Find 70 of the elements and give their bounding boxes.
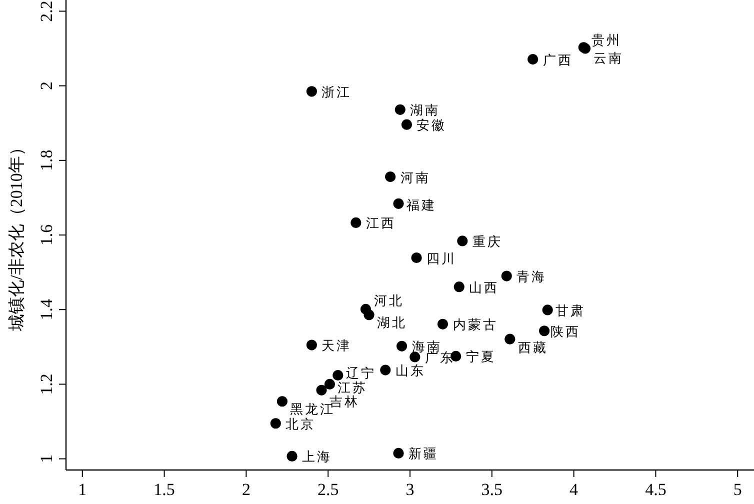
x-tick-label: 1 xyxy=(78,480,87,499)
point xyxy=(393,198,404,209)
annotation: 甘肃 xyxy=(556,302,586,318)
y-tick-label: 1.8 xyxy=(37,150,56,172)
point xyxy=(380,364,391,376)
x-tick-label: 2.5 xyxy=(317,480,339,499)
annotation: 陕西 xyxy=(550,324,580,339)
point xyxy=(454,282,464,292)
point xyxy=(437,318,448,330)
x-tick-label: 3 xyxy=(406,480,414,499)
annotation: 江西 xyxy=(366,216,396,231)
point xyxy=(396,340,408,352)
y-tick-label: 2 xyxy=(37,82,56,90)
annotation: 重庆 xyxy=(472,234,502,249)
point xyxy=(542,304,553,316)
annotation: 河北 xyxy=(374,293,404,308)
annotation: 湖北 xyxy=(377,314,408,330)
x-tick-label: 5 xyxy=(733,480,742,499)
x-tick-label: 4.5 xyxy=(645,480,666,499)
annotation: 贵州 xyxy=(592,32,622,48)
annotation: 广西 xyxy=(542,52,573,68)
x-tick-label: 2 xyxy=(242,480,250,499)
annotation: 新疆 xyxy=(408,446,439,462)
point xyxy=(270,418,281,429)
annotation: 安徽 xyxy=(416,118,447,133)
point xyxy=(501,270,512,282)
point xyxy=(411,252,422,264)
point xyxy=(306,340,318,350)
point xyxy=(457,236,468,246)
y-tick-label: 2.2 xyxy=(37,0,56,22)
point xyxy=(364,310,374,320)
point xyxy=(316,384,327,396)
y-tick-label: 1.2 xyxy=(37,374,56,395)
annotation: 福建 xyxy=(406,198,437,213)
annotation: 云南 xyxy=(593,50,624,66)
x-tick-label: 3.5 xyxy=(481,480,503,499)
point xyxy=(394,104,406,115)
annotation: 辽宁 xyxy=(346,365,376,380)
point xyxy=(306,86,318,97)
annotation: 江苏 xyxy=(338,380,368,396)
point xyxy=(393,448,404,459)
point xyxy=(324,378,336,390)
y-tick-label: 1.4 xyxy=(37,298,56,320)
annotation: 河南 xyxy=(400,170,430,185)
point xyxy=(332,370,344,381)
annotation: 湖南 xyxy=(410,102,440,118)
point xyxy=(276,396,288,407)
y-tick-label: 1.6 xyxy=(37,224,56,246)
annotation: 天津 xyxy=(322,338,352,354)
point xyxy=(539,326,550,336)
x-tick-label: 1.5 xyxy=(154,480,175,499)
annotation: 山东 xyxy=(395,363,426,378)
annotation: 宁夏 xyxy=(466,349,496,364)
annotation: 山西 xyxy=(469,280,500,295)
point xyxy=(350,217,362,228)
annotation: 西藏 xyxy=(518,340,548,356)
point xyxy=(385,172,396,182)
annotation: 北京 xyxy=(286,416,316,432)
x-tick-label: 4 xyxy=(570,480,579,499)
point xyxy=(528,54,538,65)
point xyxy=(286,450,298,462)
annotation: 青海 xyxy=(516,269,547,284)
annotation: 上海 xyxy=(302,449,332,464)
annotation: 浙江 xyxy=(322,84,352,100)
annotation: 四川 xyxy=(426,250,457,266)
point xyxy=(504,334,516,344)
annotation: 内蒙古 xyxy=(452,317,498,332)
y-axis-title: 城镇化/非农化（2010年） xyxy=(7,139,26,332)
y-tick-label: 1 xyxy=(37,454,56,464)
point xyxy=(401,119,412,130)
